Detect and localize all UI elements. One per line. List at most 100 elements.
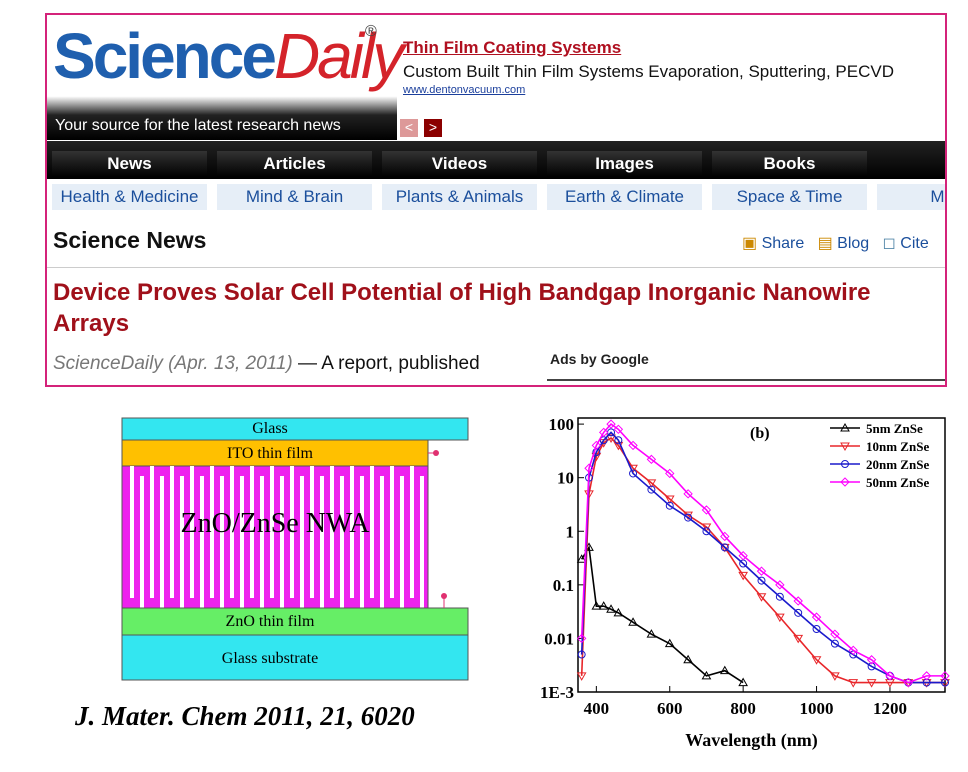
ad-title[interactable]: Thin Film Coating Systems bbox=[403, 38, 622, 57]
y-tick-label: 100 bbox=[549, 415, 575, 434]
nav-subtab[interactable]: Earth & Climate bbox=[547, 184, 702, 210]
y-tick-label: 1 bbox=[566, 522, 575, 541]
nanowire-gap bbox=[220, 476, 224, 608]
section-title: Science News bbox=[53, 227, 207, 253]
ad-next[interactable]: > bbox=[424, 119, 442, 137]
nav-subtab[interactable]: Mind & Brain bbox=[217, 184, 372, 210]
marker bbox=[664, 495, 675, 505]
marker bbox=[613, 607, 624, 617]
y-tick-label: 0.01 bbox=[544, 629, 574, 648]
ad-text: Custom Built Thin Film Systems Evaporati… bbox=[403, 62, 894, 81]
nanowire-gap bbox=[310, 466, 314, 598]
glass-layer bbox=[121, 417, 469, 441]
nanowire-gap bbox=[180, 476, 184, 608]
nav-subtab[interactable]: Space & Time bbox=[712, 184, 867, 210]
marker bbox=[738, 550, 748, 561]
y-tick-label: 1E-3 bbox=[540, 683, 574, 702]
marker bbox=[774, 613, 785, 623]
nav-tab[interactable]: Books bbox=[712, 151, 867, 177]
tool-share[interactable]: Share bbox=[761, 235, 805, 252]
nanowire-gap bbox=[200, 476, 204, 608]
nanowire-gap bbox=[250, 466, 254, 598]
marker bbox=[941, 678, 949, 687]
tool-blog[interactable]: Blog bbox=[837, 235, 870, 252]
marker bbox=[701, 505, 712, 515]
tagline: Your source for the latest research news bbox=[55, 117, 341, 134]
ad-prev[interactable]: < bbox=[400, 119, 418, 137]
ads-label: Ads by Google bbox=[550, 351, 649, 367]
screenshot: ScienceDaily ® Your source for the lates… bbox=[45, 13, 947, 387]
marker bbox=[702, 527, 711, 536]
marker bbox=[598, 601, 609, 610]
marker bbox=[701, 523, 712, 533]
marker bbox=[848, 679, 859, 688]
nanowire-gap bbox=[270, 466, 274, 598]
marker bbox=[811, 656, 822, 665]
nanowire-gap bbox=[340, 476, 344, 608]
marker bbox=[629, 469, 638, 478]
marker bbox=[848, 645, 858, 656]
marker bbox=[794, 608, 803, 617]
contact bbox=[441, 593, 447, 599]
marker bbox=[866, 679, 877, 688]
layer-label: ZnO thin film bbox=[226, 613, 315, 630]
marker bbox=[830, 672, 840, 681]
nav-tab[interactable]: News bbox=[52, 151, 207, 177]
citation: J. Mater. Chem 2011, 21, 6020 bbox=[74, 701, 415, 731]
marker bbox=[921, 671, 932, 681]
marker bbox=[756, 593, 767, 602]
marker bbox=[647, 485, 656, 494]
marker bbox=[684, 513, 693, 522]
lead: — A report, published bbox=[298, 353, 480, 374]
nanowire-gap bbox=[170, 466, 174, 598]
x-tick-label: 600 bbox=[657, 699, 683, 718]
nav-subtab[interactable]: Health & Medicine bbox=[52, 184, 207, 210]
nanowire-gap bbox=[280, 476, 284, 608]
marker bbox=[903, 677, 914, 688]
nanowire-gap bbox=[150, 466, 154, 598]
legend-label: 10nm ZnSe bbox=[866, 439, 929, 454]
nanowire-gap bbox=[130, 466, 134, 598]
layer-label: ZnO/ZnSe NWA bbox=[181, 508, 371, 539]
marker bbox=[591, 601, 602, 610]
legend-label: 50nm ZnSe bbox=[866, 475, 929, 490]
marker bbox=[683, 654, 693, 664]
marker bbox=[922, 678, 931, 687]
nav-tab[interactable]: Videos bbox=[382, 151, 537, 177]
marker bbox=[613, 424, 624, 435]
marker bbox=[775, 580, 785, 590]
logo-science: Science bbox=[53, 20, 277, 92]
divider bbox=[47, 267, 945, 268]
nav-subtab[interactable]: Matter bbox=[877, 184, 945, 210]
nav-subtab[interactable]: Plants & Animals bbox=[382, 184, 537, 210]
nav-tab[interactable]: Articles bbox=[217, 151, 372, 177]
marker bbox=[592, 448, 601, 457]
marker bbox=[584, 463, 594, 473]
marker bbox=[614, 436, 623, 445]
headline: Device Proves Solar Cell Potential of Hi… bbox=[53, 279, 871, 337]
marker bbox=[683, 489, 693, 499]
nav-tab[interactable]: Images bbox=[547, 151, 702, 177]
marker bbox=[646, 629, 657, 638]
nanowire-gap bbox=[370, 466, 374, 598]
tool-cite[interactable]: Cite bbox=[900, 235, 929, 252]
nanowire-gap bbox=[420, 476, 424, 608]
x-axis-title: Wavelength (nm) bbox=[685, 730, 818, 751]
y-tick-label: 0.1 bbox=[553, 576, 574, 595]
nanowire-gap bbox=[160, 476, 164, 608]
legend-marker bbox=[840, 422, 850, 432]
plot-frame bbox=[577, 417, 946, 693]
marker bbox=[775, 592, 784, 601]
nanowire-gap bbox=[360, 476, 364, 608]
legend-label: 5nm ZnSe bbox=[866, 421, 923, 436]
marker bbox=[606, 604, 616, 613]
ad-url[interactable]: www.dentonvacuum.com bbox=[403, 84, 526, 96]
nanowire-gap bbox=[330, 466, 334, 598]
marker bbox=[940, 671, 950, 681]
x-tick-label: 1200 bbox=[873, 699, 907, 718]
marker bbox=[830, 639, 839, 648]
legend-marker bbox=[840, 442, 850, 452]
substrate-layer bbox=[121, 634, 469, 681]
